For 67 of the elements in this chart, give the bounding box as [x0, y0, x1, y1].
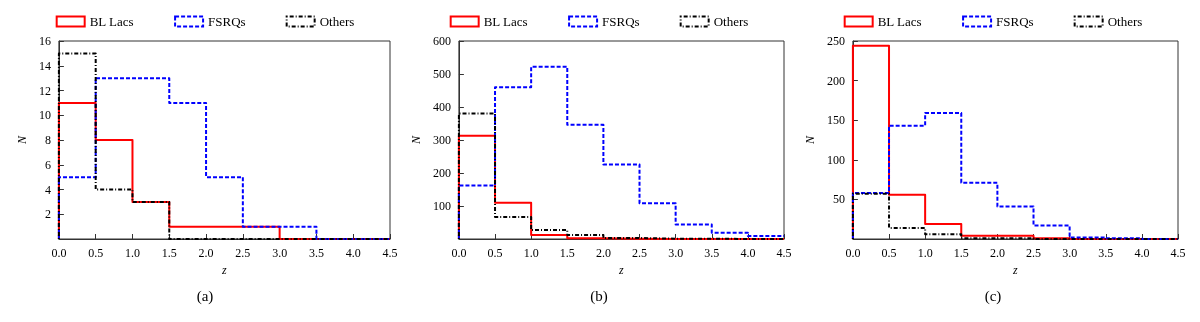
x-tick-label: 0.0	[451, 246, 467, 260]
y-tick-label: 400	[432, 100, 451, 114]
y-tick-label: 150	[826, 113, 845, 128]
x-tick-label: 1.0	[523, 246, 539, 260]
y-axis-title: N	[409, 135, 423, 146]
x-axis-title: z	[618, 262, 625, 277]
x-tick-label: 4.0	[1134, 246, 1150, 260]
x-tick-label: 2.0	[198, 246, 214, 260]
x-tick-label: 3.5	[1098, 246, 1114, 260]
text: (b)	[590, 287, 608, 305]
x-tick-label: 4.0	[740, 246, 756, 260]
x-tick-label: 0.0	[51, 246, 67, 260]
x-tick-label: 2.0	[989, 246, 1005, 260]
x-tick-label: 0.5	[487, 246, 503, 260]
x-tick-label: 0.0	[845, 246, 861, 260]
y-tick-label: 8	[44, 133, 51, 147]
y-tick-label: 100	[432, 199, 451, 213]
x-tick-label: 3.0	[272, 246, 288, 260]
y-tick-label: 500	[432, 67, 451, 81]
x-tick-label: 0.5	[881, 246, 897, 260]
x-tick-label: 3.0	[1062, 246, 1078, 260]
y-tick-label: 50	[832, 192, 845, 207]
x-tick-label: 3.0	[668, 246, 684, 260]
x-tick-label: 1.5	[559, 246, 575, 260]
x-tick-label: 2.0	[595, 246, 611, 260]
y-tick-label: 6	[44, 157, 51, 172]
x-tick-label: 1.5	[953, 246, 969, 260]
x-tick-label: 3.5	[308, 246, 324, 260]
text: (c)	[984, 287, 1002, 305]
legend-label: FSRQs	[996, 14, 1034, 29]
x-tick-label: 4.5	[776, 246, 792, 260]
legend-label: Others	[713, 14, 749, 29]
x-axis-title: z	[221, 262, 228, 277]
y-tick-label: 200	[826, 73, 845, 88]
x-tick-label: 2.5	[235, 246, 251, 260]
y-tick-label: 16	[38, 34, 51, 48]
x-tick-label: 3.5	[704, 246, 720, 260]
x-tick-label: 2.5	[632, 246, 648, 260]
x-tick-label: 4.0	[345, 246, 361, 260]
text: (a)	[196, 287, 214, 305]
legend-label: Others	[319, 14, 355, 29]
x-tick-label: 1.5	[161, 246, 177, 260]
x-tick-label: 1.0	[917, 246, 933, 260]
y-axis-title: N	[803, 135, 817, 146]
x-axis-title: z	[1012, 262, 1019, 277]
x-tick-label: 4.5	[382, 246, 398, 260]
legend-label: Others	[1107, 14, 1143, 29]
x-tick-label: 0.5	[88, 246, 104, 260]
y-tick-label: 300	[432, 133, 451, 147]
legend-label: FSRQs	[602, 14, 640, 29]
y-tick-label: 10	[38, 108, 51, 123]
y-tick-label: 4	[44, 182, 51, 197]
legend-label: BL Lacs	[89, 14, 134, 29]
legend-label: FSRQs	[208, 14, 246, 29]
x-tick-label: 4.5	[1170, 246, 1186, 260]
y-tick-label: 600	[432, 34, 451, 48]
y-tick-label: 14	[38, 58, 51, 73]
y-tick-label: 200	[432, 166, 451, 180]
x-tick-label: 1.0	[124, 246, 140, 260]
legend-label: BL Lacs	[877, 14, 922, 29]
legend-label: BL Lacs	[483, 14, 528, 29]
y-tick-label: 100	[826, 152, 845, 167]
y-tick-label: 12	[38, 83, 51, 98]
x-tick-label: 2.5	[1026, 246, 1042, 260]
y-tick-label: 2	[44, 207, 51, 222]
y-tick-label: 250	[826, 34, 845, 48]
y-axis-title: N	[15, 135, 29, 146]
